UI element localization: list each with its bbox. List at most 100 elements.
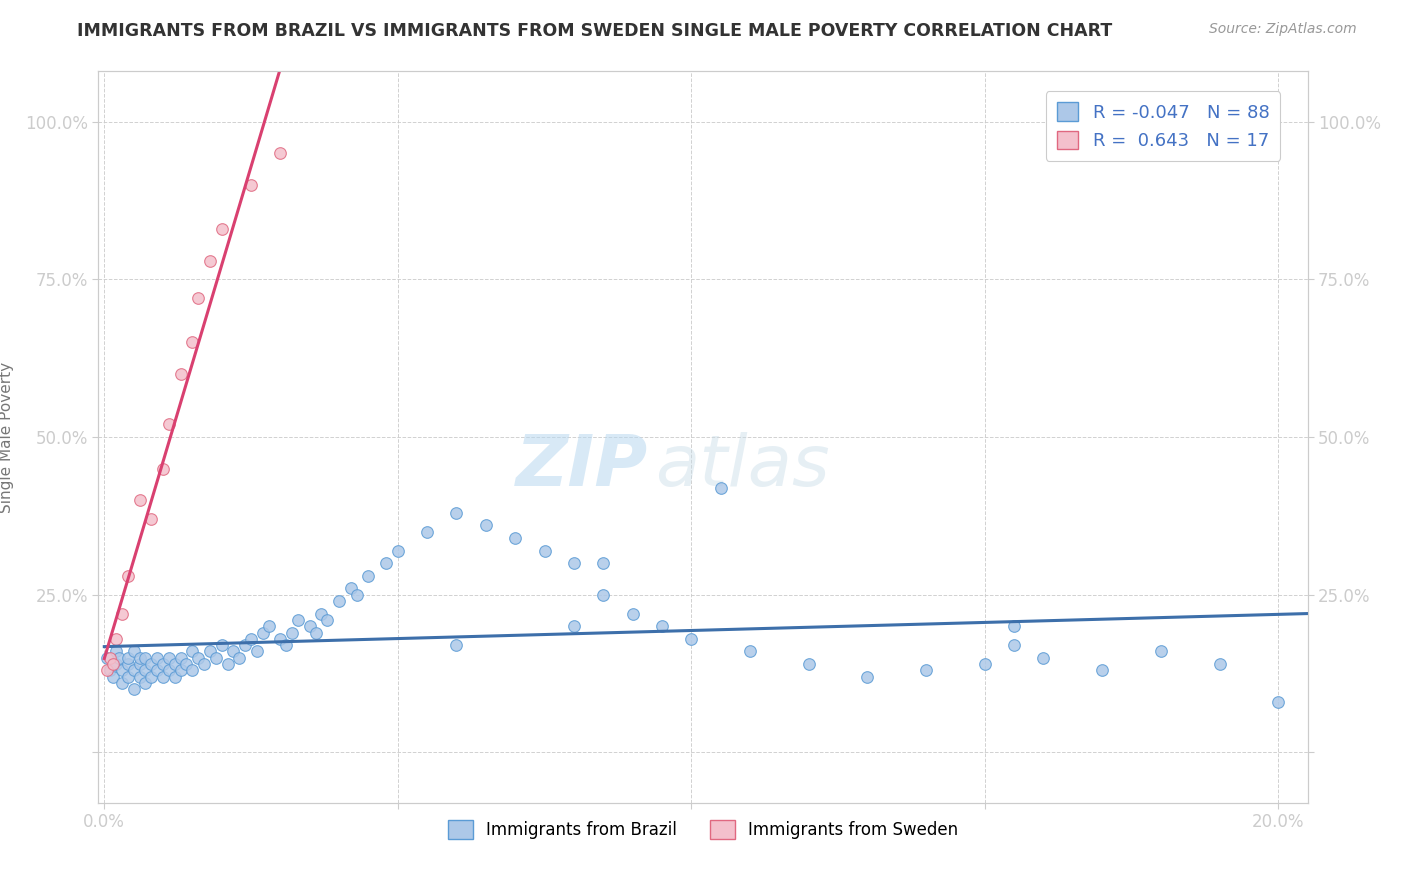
Point <box>252 625 274 640</box>
Point <box>128 657 150 671</box>
Point <box>387 543 409 558</box>
Point <box>169 664 191 678</box>
Point <box>146 650 169 665</box>
Point <box>311 607 333 621</box>
Point <box>101 657 124 671</box>
Point <box>1002 638 1025 652</box>
Point <box>233 638 256 652</box>
Point <box>1032 650 1054 665</box>
Point <box>134 664 156 678</box>
Point <box>181 644 204 658</box>
Point <box>475 518 498 533</box>
Point <box>592 556 614 570</box>
Point <box>973 657 995 671</box>
Point <box>681 632 703 646</box>
Point <box>198 253 221 268</box>
Point <box>157 417 180 432</box>
Point <box>163 670 186 684</box>
Point <box>1267 695 1289 709</box>
Point <box>503 531 526 545</box>
Point <box>738 644 761 658</box>
Point <box>375 556 398 570</box>
Point <box>176 657 198 671</box>
Point <box>276 638 298 652</box>
Point <box>592 588 614 602</box>
Point <box>157 650 180 665</box>
Point <box>169 650 191 665</box>
Point <box>328 594 350 608</box>
Point <box>316 613 339 627</box>
Point <box>122 682 145 697</box>
Point <box>204 650 226 665</box>
Point <box>621 607 644 621</box>
Point <box>157 664 180 678</box>
Point <box>281 625 304 640</box>
Text: ZIP: ZIP <box>516 432 648 500</box>
Point <box>304 625 326 640</box>
Point <box>98 664 121 678</box>
Point <box>128 650 150 665</box>
Point <box>187 650 209 665</box>
Point <box>562 619 585 633</box>
Point <box>134 650 156 665</box>
Point <box>117 650 139 665</box>
Point <box>96 664 118 678</box>
Point <box>797 657 820 671</box>
Point <box>269 146 291 161</box>
Point <box>105 644 128 658</box>
Point <box>651 619 673 633</box>
Point <box>915 664 938 678</box>
Point <box>141 670 163 684</box>
Point <box>122 664 145 678</box>
Point <box>198 644 221 658</box>
Point <box>101 670 124 684</box>
Point <box>240 632 263 646</box>
Point <box>1002 619 1025 633</box>
Point <box>211 222 233 236</box>
Point <box>163 657 186 671</box>
Point <box>287 613 309 627</box>
Point <box>141 657 163 671</box>
Point <box>222 644 245 658</box>
Point <box>111 676 134 690</box>
Point <box>117 569 139 583</box>
Point <box>211 638 233 652</box>
Point <box>346 588 368 602</box>
Point <box>141 512 163 526</box>
Point <box>152 657 174 671</box>
Text: Source: ZipAtlas.com: Source: ZipAtlas.com <box>1209 22 1357 37</box>
Point <box>1091 664 1114 678</box>
Point <box>111 664 134 678</box>
Point <box>108 650 131 665</box>
Point <box>111 607 134 621</box>
Point <box>1150 644 1173 658</box>
Point <box>105 657 128 671</box>
Point <box>240 178 263 192</box>
Point <box>122 644 145 658</box>
Point <box>169 367 191 381</box>
Point <box>152 461 174 475</box>
Point <box>710 481 733 495</box>
Point <box>416 524 439 539</box>
Point <box>152 670 174 684</box>
Point <box>257 619 280 633</box>
Point <box>134 676 156 690</box>
Point <box>117 657 139 671</box>
Point <box>146 664 169 678</box>
Point <box>105 632 128 646</box>
Text: IMMIGRANTS FROM BRAZIL VS IMMIGRANTS FROM SWEDEN SINGLE MALE POVERTY CORRELATION: IMMIGRANTS FROM BRAZIL VS IMMIGRANTS FRO… <box>77 22 1112 40</box>
Point <box>269 632 291 646</box>
Point <box>856 670 879 684</box>
Point <box>96 650 118 665</box>
Point <box>181 664 204 678</box>
Point <box>533 543 555 558</box>
Point <box>357 569 380 583</box>
Point <box>187 291 209 305</box>
Point <box>217 657 239 671</box>
Point <box>98 650 121 665</box>
Point <box>1208 657 1230 671</box>
Point <box>128 493 150 508</box>
Point <box>117 670 139 684</box>
Point <box>128 670 150 684</box>
Point <box>228 650 250 665</box>
